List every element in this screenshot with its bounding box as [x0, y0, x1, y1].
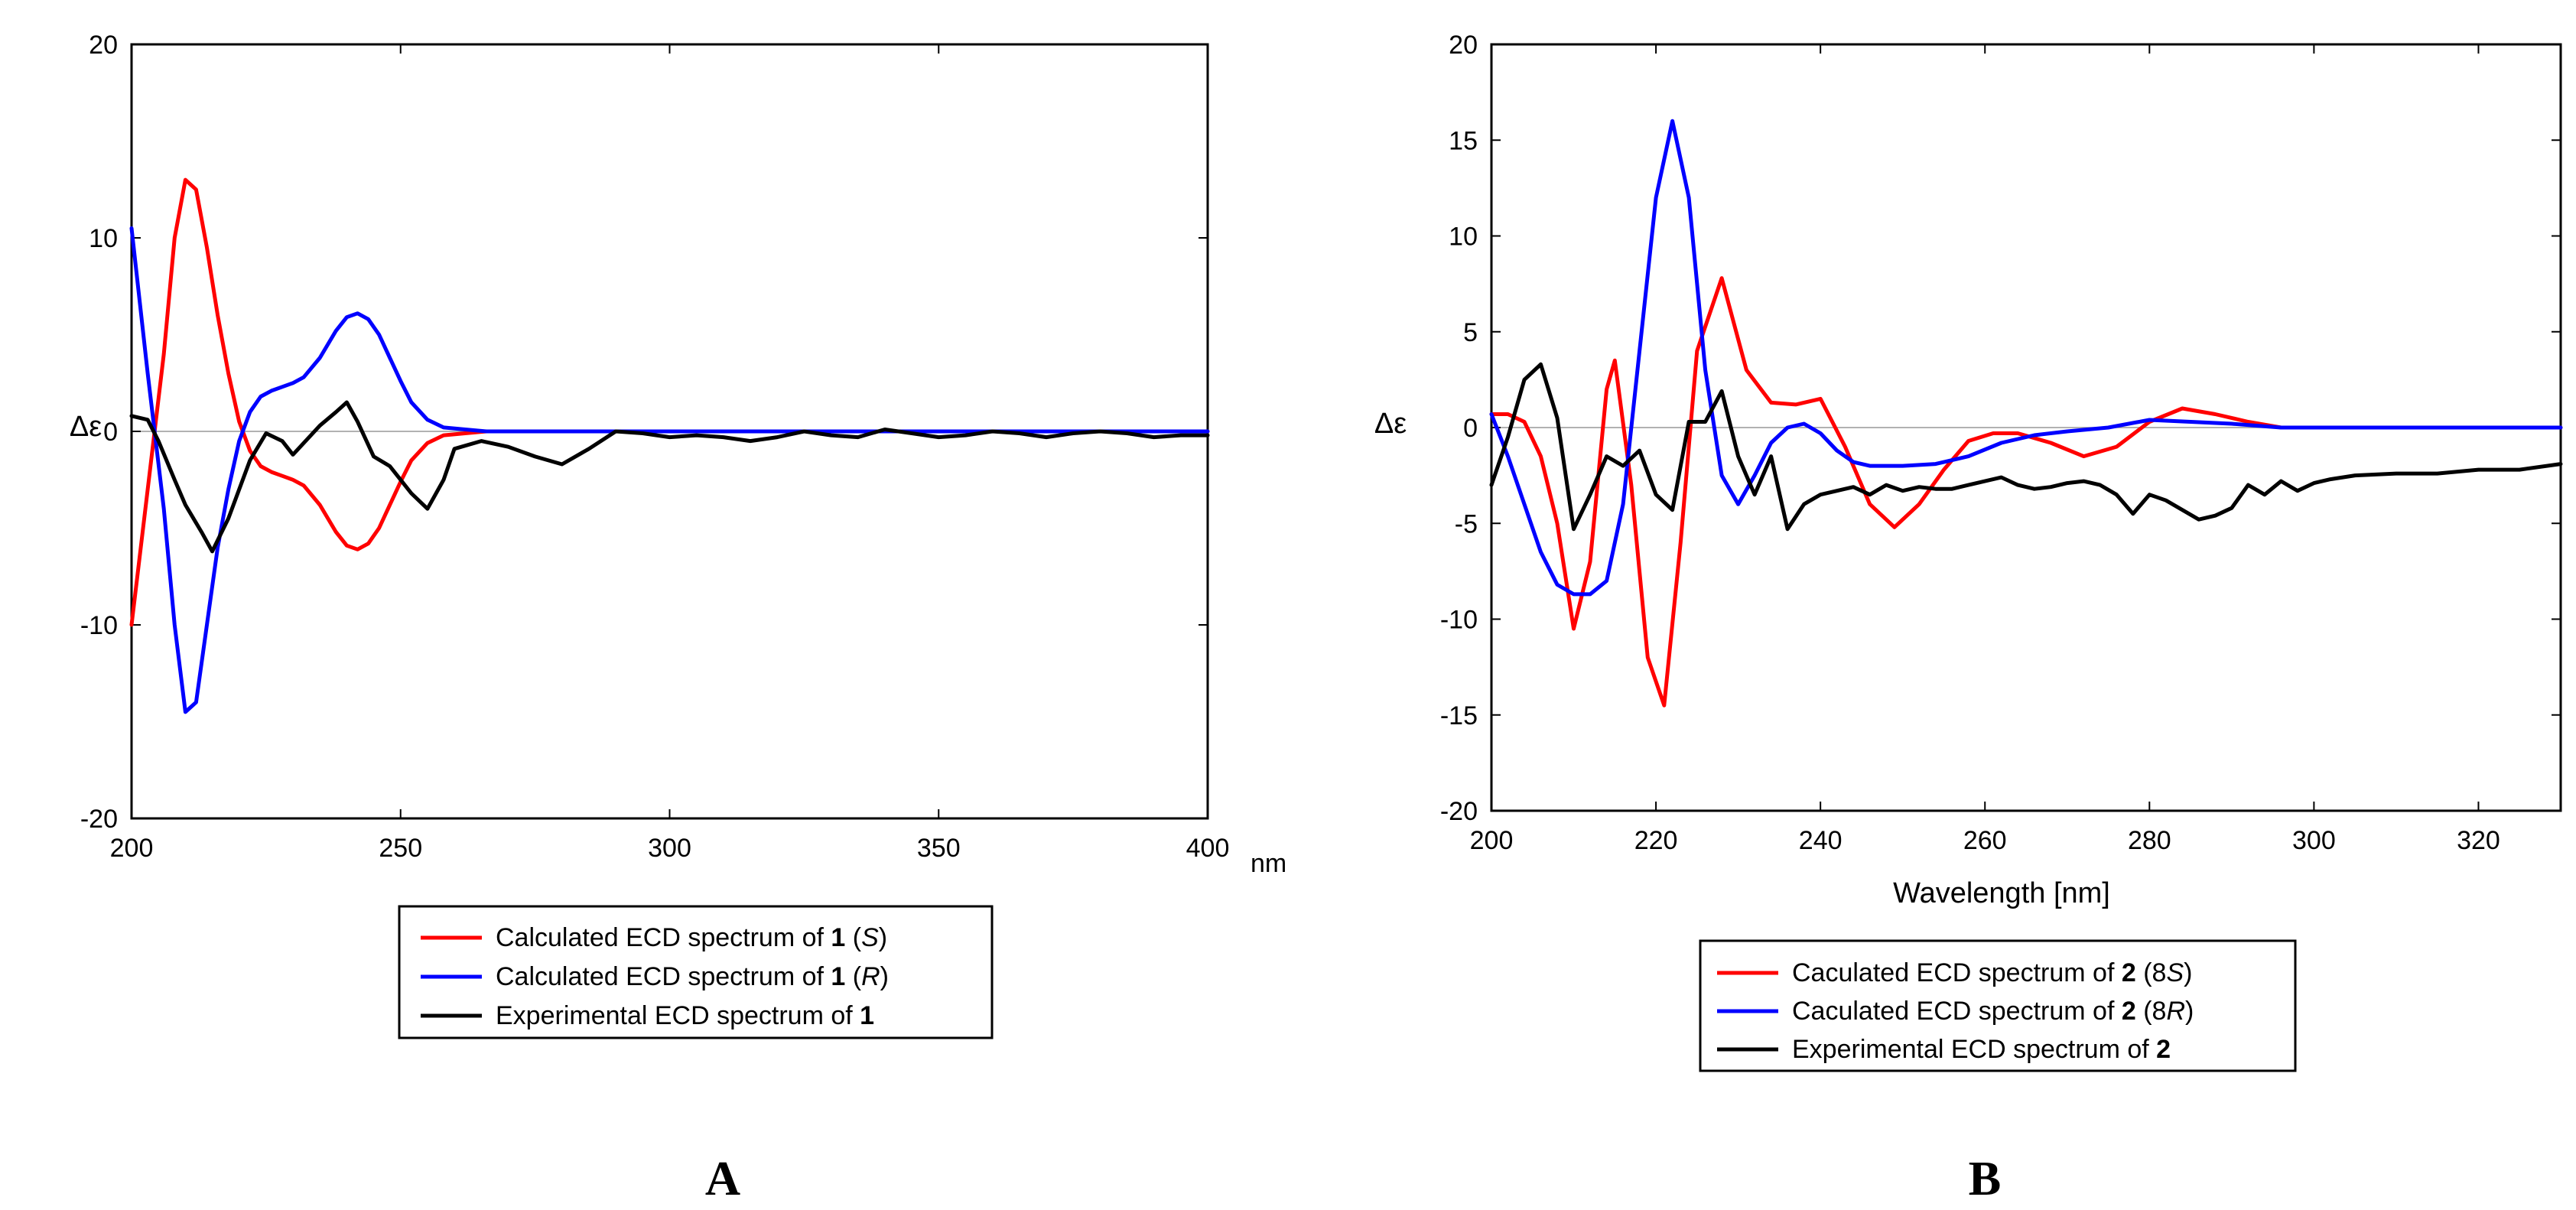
legend-a: Calculated ECD spectrum of 1 (S)Calculat…	[398, 905, 994, 1039]
y-axis-label-a: Δε	[70, 411, 102, 443]
y-tick-label: 15	[1449, 126, 1478, 155]
series-group-b	[1489, 119, 2563, 707]
legend-text-paren-open: (8	[2136, 958, 2167, 987]
legend-text-paren-open: (	[845, 962, 861, 991]
legend-entry-b-3: Experimental ECD spectrum of 2	[1792, 1035, 2171, 1064]
legend-text-pre: Caculated ECD spectrum of	[1792, 997, 2122, 1026]
series-line-a-3	[129, 400, 1210, 554]
legend-text-paren-close: )	[879, 923, 887, 952]
series-line-a-2	[129, 226, 1210, 714]
legend-text-italic: R	[2166, 997, 2185, 1026]
legend-text-italic: R	[861, 962, 880, 991]
y-tick-label: 5	[1463, 318, 1478, 347]
x-tick-label: 220	[1634, 826, 1678, 855]
x-ticks-b: 200 220 240 260 280 300 320	[1470, 44, 2500, 855]
legend-items-b: Caculated ECD spectrum of 2 (8S)Caculate…	[1717, 958, 2194, 1064]
legend-entry-b-2: Caculated ECD spectrum of 2 (8R)	[1792, 997, 2194, 1026]
x-tick-label: 300	[648, 834, 691, 863]
y-tick-label: 10	[1449, 223, 1478, 252]
legend-entry-a-3: Experimental ECD spectrum of 1	[496, 1001, 874, 1030]
x-tick-label: 280	[2128, 826, 2171, 855]
y-ticks-b: -20 -15 -10 -5 0 5 10 15 20	[1440, 31, 2561, 826]
legend-text-bold: 1	[831, 923, 845, 952]
x-tick-label: 350	[917, 834, 961, 863]
legend-text-paren-close: )	[2184, 958, 2192, 987]
legend-text-pre: Experimental ECD spectrum of	[496, 1001, 860, 1030]
y-tick-label: 0	[103, 418, 118, 447]
y-tick-label: -15	[1440, 701, 1478, 730]
series-line-a-1	[129, 177, 1210, 627]
legend-box-a	[398, 905, 994, 1039]
series-line-b-3	[1489, 362, 2563, 532]
x-tick-label: 200	[1470, 826, 1514, 855]
legend-text-pre: Experimental ECD spectrum of	[1792, 1035, 2156, 1064]
legend-b: Caculated ECD spectrum of 2 (8S)Caculate…	[1699, 939, 2297, 1072]
legend-text-italic: S	[861, 923, 879, 952]
x-unit-label-a: nm	[1251, 849, 1286, 878]
y-tick-label: 0	[1463, 414, 1478, 443]
legend-text-bold: 2	[2122, 997, 2136, 1026]
legend-text-paren-close: )	[2185, 997, 2194, 1026]
x-tick-label: 320	[2457, 826, 2500, 855]
y-tick-label: 20	[89, 31, 118, 60]
legend-entry-a-1: Calculated ECD spectrum of 1 (S)	[496, 923, 887, 952]
y-axis-label-b: Δε	[1374, 408, 1407, 440]
series-group-a	[129, 177, 1210, 714]
x-tick-label: 300	[2292, 826, 2336, 855]
legend-text-bold: 1	[860, 1001, 874, 1030]
legend-entry-a-2: Calculated ECD spectrum of 1 (R)	[496, 962, 889, 991]
y-tick-label: 10	[89, 224, 118, 253]
legend-text-bold: 2	[2122, 958, 2136, 987]
legend-text-pre: Calculated ECD spectrum of	[496, 962, 831, 991]
chart-panel-b: -20 -15 -10 -5 0 5 10 15 20 200 220 240 260 280 300 32…	[1374, 31, 2563, 1205]
y-tick-label: -20	[80, 805, 118, 834]
legend-text-paren-open: (	[845, 923, 861, 952]
legend-box-b	[1699, 939, 2297, 1072]
legend-text-italic: S	[2166, 958, 2184, 987]
legend-text-bold: 2	[2156, 1035, 2171, 1064]
y-tick-label: -20	[1440, 797, 1478, 826]
legend-text-paren-open: (8	[2136, 997, 2167, 1026]
x-tick-label: 240	[1799, 826, 1843, 855]
legend-entry-b-1: Caculated ECD spectrum of 2 (8S)	[1792, 958, 2192, 987]
x-tick-label: 400	[1186, 834, 1230, 863]
legend-text-bold: 1	[831, 962, 845, 991]
legend-text-paren-close: )	[880, 962, 889, 991]
legend-text-pre: Calculated ECD spectrum of	[496, 923, 831, 952]
x-axis-label-b: Wavelength [nm]	[1893, 877, 2110, 909]
y-tick-label: -10	[80, 611, 118, 640]
x-ticks-a: 200 250 300 350 400	[110, 44, 1230, 863]
series-line-b-1	[1489, 276, 2563, 707]
y-tick-label: 20	[1449, 31, 1478, 60]
series-line-b-2	[1489, 119, 2563, 597]
y-ticks-a: -20 -10 0 10 20	[80, 31, 1208, 834]
legend-items-a: Calculated ECD spectrum of 1 (S)Calculat…	[421, 923, 889, 1030]
panel-label-b: B	[1969, 1151, 2002, 1205]
x-tick-label: 200	[110, 834, 154, 863]
legend-text-pre: Caculated ECD spectrum of	[1792, 958, 2122, 987]
y-tick-label: -5	[1455, 509, 1478, 538]
panel-label-a: A	[705, 1151, 740, 1205]
chart-panel-a: -20 -10 0 10 20 200 250 300 350 400 Δε nm Calcul…	[70, 31, 1286, 1205]
x-tick-label: 250	[379, 834, 422, 863]
y-tick-label: -10	[1440, 606, 1478, 635]
x-tick-label: 260	[1963, 826, 2007, 855]
